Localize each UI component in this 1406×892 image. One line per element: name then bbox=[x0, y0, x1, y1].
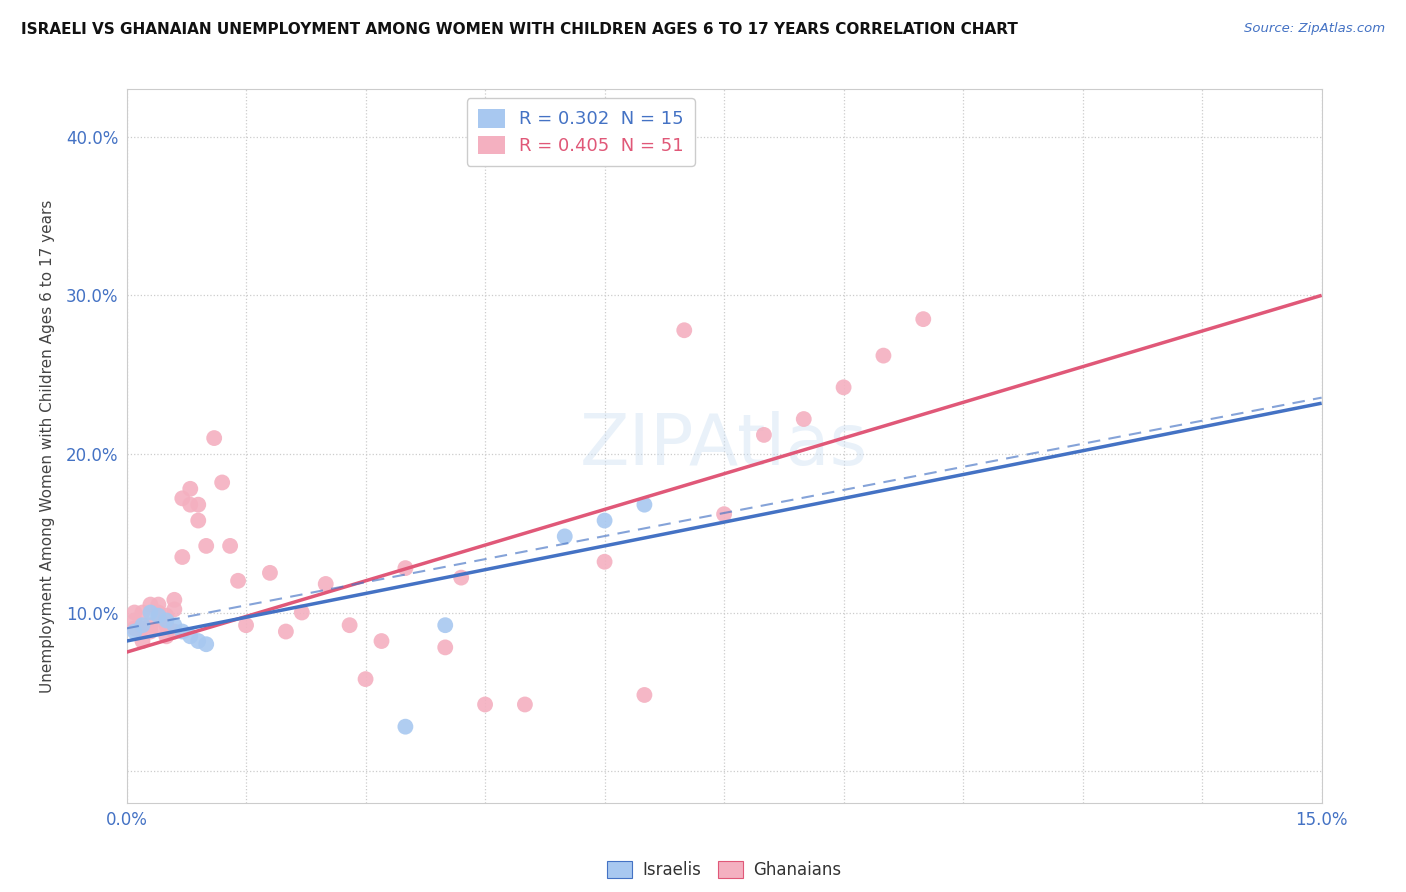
Point bbox=[633, 688, 655, 702]
Point bbox=[187, 514, 209, 528]
Point bbox=[139, 598, 162, 612]
Point bbox=[187, 634, 209, 648]
Point bbox=[315, 577, 337, 591]
Point bbox=[593, 555, 616, 569]
Point bbox=[593, 514, 616, 528]
Point bbox=[172, 491, 194, 506]
Point bbox=[139, 606, 162, 620]
Point bbox=[131, 618, 153, 632]
Point bbox=[235, 618, 257, 632]
Point bbox=[155, 618, 177, 632]
Point bbox=[163, 618, 186, 632]
Point bbox=[202, 431, 225, 445]
Point bbox=[394, 720, 416, 734]
Point bbox=[513, 698, 536, 712]
Point bbox=[339, 618, 361, 632]
Point bbox=[673, 323, 696, 337]
Point bbox=[163, 592, 186, 607]
Point bbox=[370, 634, 392, 648]
Point bbox=[291, 606, 314, 620]
Point bbox=[155, 614, 177, 628]
Point bbox=[131, 606, 153, 620]
Point bbox=[274, 624, 297, 639]
Point bbox=[219, 539, 242, 553]
Point bbox=[713, 507, 735, 521]
Point bbox=[148, 606, 170, 620]
Point bbox=[131, 621, 153, 635]
Point bbox=[124, 624, 146, 639]
Point bbox=[554, 529, 576, 543]
Point bbox=[354, 672, 377, 686]
Point bbox=[211, 475, 233, 490]
Point bbox=[195, 539, 218, 553]
Point bbox=[179, 629, 201, 643]
Point bbox=[131, 634, 153, 648]
Point bbox=[474, 698, 496, 712]
Point bbox=[226, 574, 249, 588]
Point bbox=[124, 614, 146, 628]
Point bbox=[172, 624, 194, 639]
Legend: Israelis, Ghanaians: Israelis, Ghanaians bbox=[600, 854, 848, 886]
Point bbox=[793, 412, 815, 426]
Point bbox=[195, 637, 218, 651]
Point bbox=[139, 618, 162, 632]
Point bbox=[163, 602, 186, 616]
Point bbox=[148, 608, 170, 623]
Point bbox=[148, 621, 170, 635]
Point bbox=[434, 640, 457, 655]
Point bbox=[394, 561, 416, 575]
Point bbox=[872, 349, 894, 363]
Point bbox=[179, 498, 201, 512]
Point bbox=[259, 566, 281, 580]
Point bbox=[752, 428, 775, 442]
Point bbox=[179, 482, 201, 496]
Point bbox=[155, 629, 177, 643]
Point bbox=[633, 498, 655, 512]
Point bbox=[139, 624, 162, 639]
Point bbox=[155, 608, 177, 623]
Text: ZIPAtlas: ZIPAtlas bbox=[581, 411, 868, 481]
Text: ISRAELI VS GHANAIAN UNEMPLOYMENT AMONG WOMEN WITH CHILDREN AGES 6 TO 17 YEARS CO: ISRAELI VS GHANAIAN UNEMPLOYMENT AMONG W… bbox=[21, 22, 1018, 37]
Point bbox=[124, 606, 146, 620]
Point bbox=[148, 598, 170, 612]
Point bbox=[187, 498, 209, 512]
Point bbox=[912, 312, 935, 326]
Point bbox=[450, 571, 472, 585]
Point bbox=[172, 549, 194, 564]
Point bbox=[124, 621, 146, 635]
Text: Source: ZipAtlas.com: Source: ZipAtlas.com bbox=[1244, 22, 1385, 36]
Point bbox=[163, 624, 186, 639]
Y-axis label: Unemployment Among Women with Children Ages 6 to 17 years: Unemployment Among Women with Children A… bbox=[39, 199, 55, 693]
Point bbox=[434, 618, 457, 632]
Point bbox=[832, 380, 855, 394]
